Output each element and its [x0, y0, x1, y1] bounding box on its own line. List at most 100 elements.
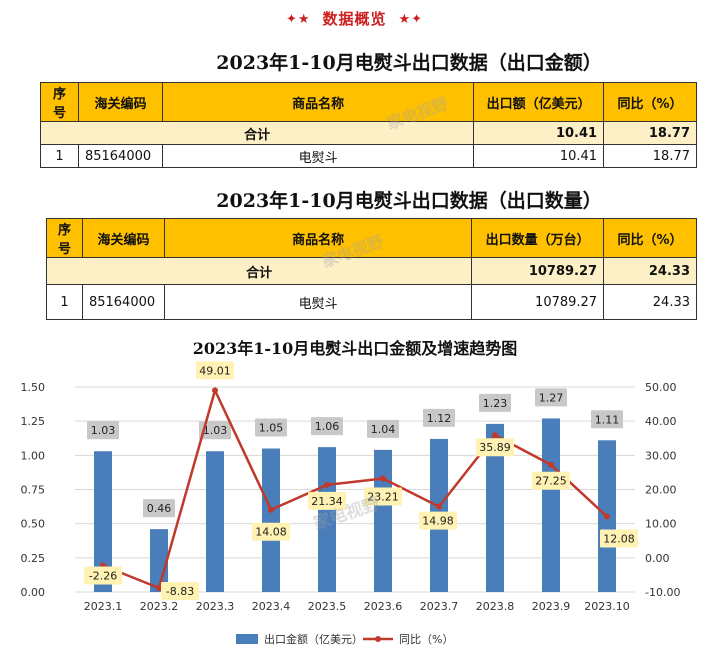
line-point	[548, 461, 554, 468]
export-value-table: 序号 海关编码 商品名称 出口额（亿美元） 同比（%） 合计 10.41 18.…	[39, 82, 697, 168]
header-title: 数据概览	[322, 10, 387, 28]
row-name: 电熨斗	[163, 284, 473, 320]
bar-data-label: 1.03	[203, 424, 228, 437]
x-tick: 2023.2	[140, 600, 179, 613]
table1-title: 2023年1-10月电熨斗出口数据（出口金额）	[216, 52, 602, 74]
total-yoy: 24.33	[603, 257, 697, 285]
bar-data-label: 1.05	[259, 422, 284, 435]
bar	[486, 423, 504, 592]
table-total-row: 合计 10.41 18.77	[39, 121, 697, 145]
line-data-label: 23.21	[367, 491, 399, 504]
bar-label-bg	[535, 388, 567, 407]
y-left-tick: 1.00	[21, 449, 46, 462]
line-label-bg	[532, 471, 570, 490]
total-value: 10.41	[473, 121, 605, 145]
line-data-label: -2.26	[89, 570, 117, 583]
y-left-tick: 1.25	[21, 415, 46, 428]
x-tick: 2023.10	[584, 600, 630, 613]
x-tick: 2023.3	[196, 600, 235, 613]
col-header-value: 出口数量（万台）	[471, 218, 605, 258]
total-value: 10789.27	[471, 257, 605, 285]
line-point	[324, 481, 330, 488]
legend-bar-label: 出口金额（亿美元）	[264, 632, 363, 646]
x-tick: 2023.7	[420, 600, 459, 613]
line-label-bg	[600, 529, 638, 548]
y-left-tick: 0.25	[21, 552, 46, 565]
row-no: 1	[46, 284, 83, 320]
star-icon: ✦★	[285, 12, 311, 27]
y-right-tick: 40.00	[645, 415, 677, 428]
bar-label-bg	[199, 421, 231, 440]
table-header-row: 序号 海关编码 商品名称 出口额（亿美元） 同比（%）	[40, 82, 697, 122]
table-row: 1 85164000 电熨斗 10789.27 24.33	[46, 284, 697, 320]
legend-bar-swatch	[236, 634, 258, 644]
line-data-label: 49.01	[199, 364, 231, 377]
line-label-bg	[84, 566, 122, 585]
col-header-code: 海关编码	[81, 218, 165, 258]
line-label-bg	[161, 582, 199, 601]
line-point	[436, 503, 442, 510]
table-total-row: 合计 10789.27 24.33	[45, 257, 697, 285]
line-label-bg	[364, 487, 402, 506]
y-left-tick: 0.75	[21, 484, 46, 497]
line-point	[380, 475, 386, 482]
line-point	[212, 387, 218, 394]
y-left-tick: 1.50	[21, 381, 46, 394]
col-header-name: 商品名称	[161, 82, 475, 122]
bar-label-bg	[591, 410, 623, 429]
row-yoy: 18.77	[603, 144, 697, 168]
bar-label-bg	[311, 417, 343, 436]
export-trend-chart: 2023年1-10月电熨斗出口金额及增速趋势图 0.00 0.25 0.50 0.75 1…	[0, 330, 709, 655]
legend-line-marker	[375, 636, 381, 642]
row-code: 85164000	[77, 144, 163, 168]
y-right-tick: 0.00	[645, 552, 670, 565]
y-right-tick: -10.00	[645, 586, 680, 599]
bar-data-label: 1.12	[427, 412, 452, 425]
bar-label-bg	[143, 499, 175, 518]
y-left-tick: 0.50	[21, 518, 46, 531]
y-right-tick: 30.00	[645, 449, 677, 462]
total-yoy: 18.77	[603, 121, 697, 145]
table-row: 1 85164000 电熨斗 10.41 18.77	[40, 144, 697, 168]
bar-label-bg	[367, 419, 399, 438]
line-data-label: 14.08	[255, 526, 287, 539]
line-data-label: 21.34	[311, 495, 343, 508]
bar	[206, 451, 224, 592]
col-header-no: 序号	[46, 218, 83, 258]
col-header-code: 海关编码	[77, 82, 163, 122]
x-tick: 2023.8	[476, 600, 515, 613]
col-header-yoy: 同比（%）	[603, 82, 697, 122]
y-right-tick: 10.00	[645, 518, 677, 531]
bar-data-label: 1.04	[371, 423, 396, 436]
star-icon: ★✦	[398, 12, 424, 27]
bar-data-label: 1.03	[91, 424, 116, 437]
bar-data-label: 1.06	[315, 420, 340, 433]
line-label-bg	[252, 522, 290, 541]
col-header-no: 序号	[40, 82, 79, 122]
x-tick: 2023.5	[308, 600, 347, 613]
bar-label-bg	[255, 418, 287, 437]
line-label-bg	[308, 491, 346, 510]
bar	[542, 418, 560, 592]
bar	[262, 448, 280, 592]
line-series	[102, 389, 608, 590]
legend-line-label: 同比（%）	[399, 633, 453, 646]
bar	[374, 449, 392, 592]
x-tick: 2023.6	[364, 600, 403, 613]
table-header-row: 序号 海关编码 商品名称 出口数量（万台） 同比（%）	[46, 218, 697, 258]
line-point	[492, 432, 498, 439]
line-data-label: 35.89	[479, 441, 511, 454]
bar-label-bg	[87, 421, 119, 440]
row-value: 10789.27	[471, 284, 605, 320]
row-code: 85164000	[81, 284, 165, 320]
line-data-label: 14.98	[422, 515, 454, 528]
line-point	[268, 506, 274, 513]
bar-data-label: 1.27	[539, 391, 564, 404]
col-header-yoy: 同比（%）	[603, 218, 697, 258]
line-data-label: 27.25	[535, 475, 567, 488]
x-tick: 2023.1	[84, 600, 123, 613]
x-tick: 2023.4	[252, 600, 291, 613]
y-right-tick: 50.00	[645, 381, 677, 394]
y-left-tick: 0.00	[21, 586, 46, 599]
row-name: 电熨斗	[161, 144, 475, 168]
